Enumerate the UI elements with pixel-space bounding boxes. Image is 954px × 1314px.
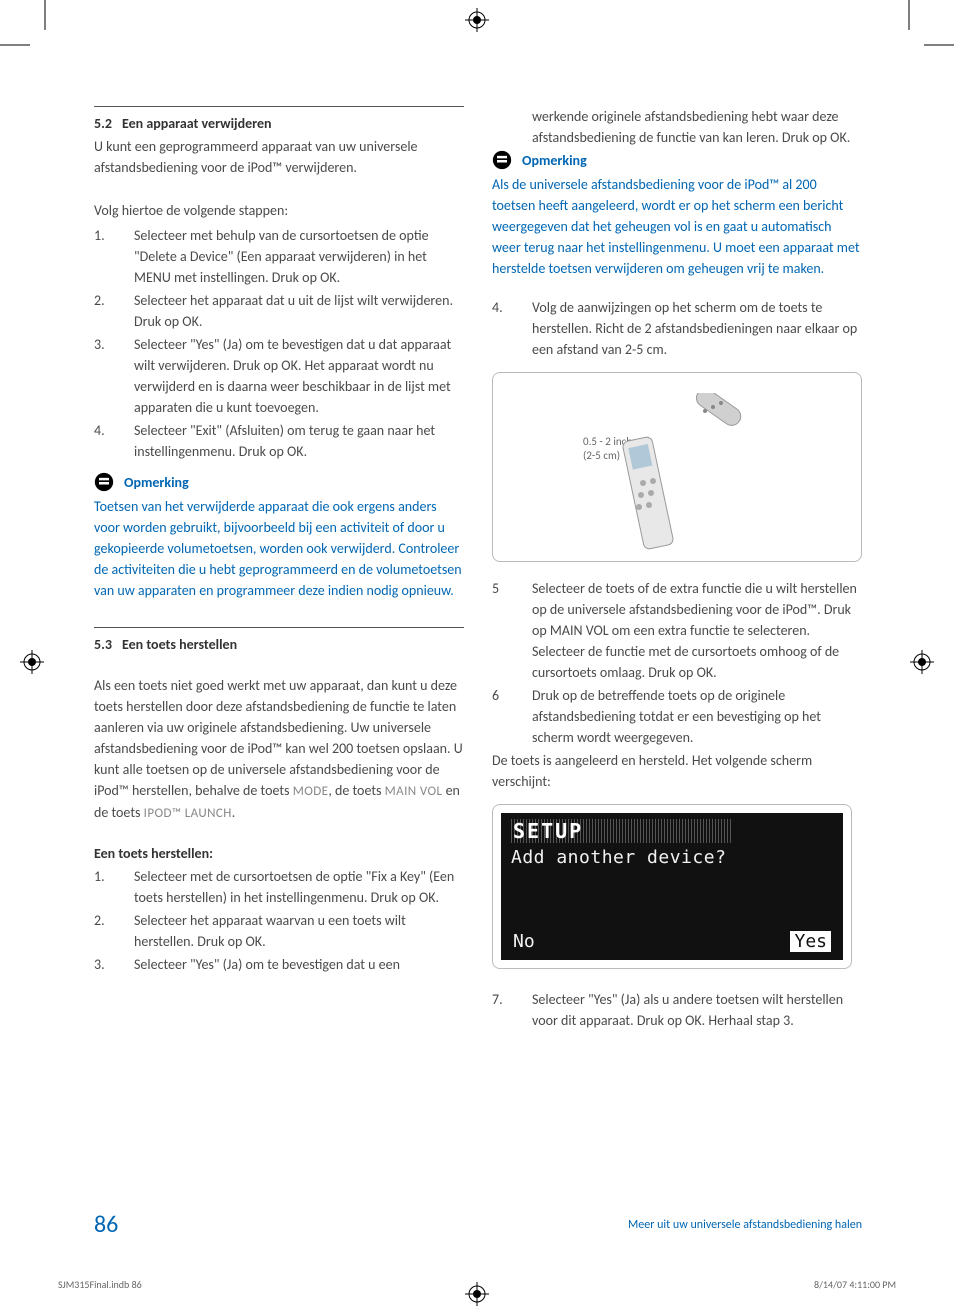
step-item: 1. Selecteer met behulp van de cursortoe… (94, 225, 464, 288)
section-5-3-heading: 5.3Een toets herstellen (94, 636, 464, 653)
step-item: 3. Selecteer "Yes" (Ja) om te bevestigen… (94, 334, 464, 418)
step-continuation: werkende originele afstandsbediening heb… (492, 106, 862, 148)
footer-timestamp: 8/14/07 4:11:00 PM (814, 1278, 896, 1291)
note-icon (492, 150, 512, 170)
registration-mark-icon (910, 650, 934, 674)
section-5-2-follow: Volg hiertoe de volgende stappen: (94, 200, 464, 221)
section-5-3-body: Als een toets niet goed werkt met uw app… (94, 675, 464, 823)
left-column: 5.2Een apparaat verwijderen U kunt een g… (94, 106, 464, 1033)
step-item: 2. Selecteer het apparaat dat u uit de l… (94, 290, 464, 332)
step-item: 3. Selecteer "Yes" (Ja) om te bevestigen… (94, 954, 464, 975)
note-label: Opmerking (124, 474, 189, 491)
step-item: 1. Selecteer met de cursortoetsen de opt… (94, 866, 464, 908)
step-item: 2. Selecteer het apparaat waarvan u een … (94, 910, 464, 952)
remote-distance-figure: 0.5 - 2 inch(2-5 cm) (492, 372, 862, 562)
note-label: Opmerking (522, 152, 587, 169)
lcd-title: SETUP (511, 819, 733, 843)
lcd-option-yes: Yes (790, 931, 831, 952)
registration-mark-icon (20, 650, 44, 674)
footer-filename: SJM315Final.indb 86 (58, 1278, 142, 1291)
step-item: 4. Volg de aanwijzingen op het scherm om… (492, 297, 862, 360)
after-step-6: De toets is aangeleerd en hersteld. Het … (492, 750, 862, 792)
right-column: werkende originele afstandsbediening heb… (492, 106, 862, 1033)
step-item: 6 Druk op de betreffende toets op de ori… (492, 685, 862, 748)
lcd-option-no: No (513, 931, 535, 952)
lcd-screenshot-figure: SETUP Add another device? No Yes (492, 804, 852, 969)
step-item: 7. Selecteer "Yes" (Ja) als u andere toe… (492, 989, 862, 1031)
note-body: Als de universele afstandsbediening voor… (492, 174, 862, 279)
registration-mark-icon (465, 8, 489, 32)
page-number: 86 (94, 1210, 118, 1239)
lcd-prompt: Add another device? (511, 847, 833, 868)
section-5-2-intro: U kunt een geprogrammeerd apparaat van u… (94, 136, 464, 178)
note-icon (94, 472, 114, 492)
section-5-3-sub: Een toets herstellen: (94, 845, 464, 862)
note-body: Toetsen van het verwijderde apparaat die… (94, 496, 464, 601)
remote-illustration-icon (683, 393, 753, 453)
remote-illustration-icon (613, 433, 683, 553)
section-5-2-heading: 5.2Een apparaat verwijderen (94, 115, 464, 132)
footer-section-ref: Meer uit uw universele afstandsbediening… (628, 1218, 862, 1232)
step-item: 4. Selecteer "Exit" (Afsluiten) om terug… (94, 420, 464, 462)
registration-mark-icon (465, 1282, 489, 1306)
step-item: 5 Selecteer de toets of de extra functie… (492, 578, 862, 683)
